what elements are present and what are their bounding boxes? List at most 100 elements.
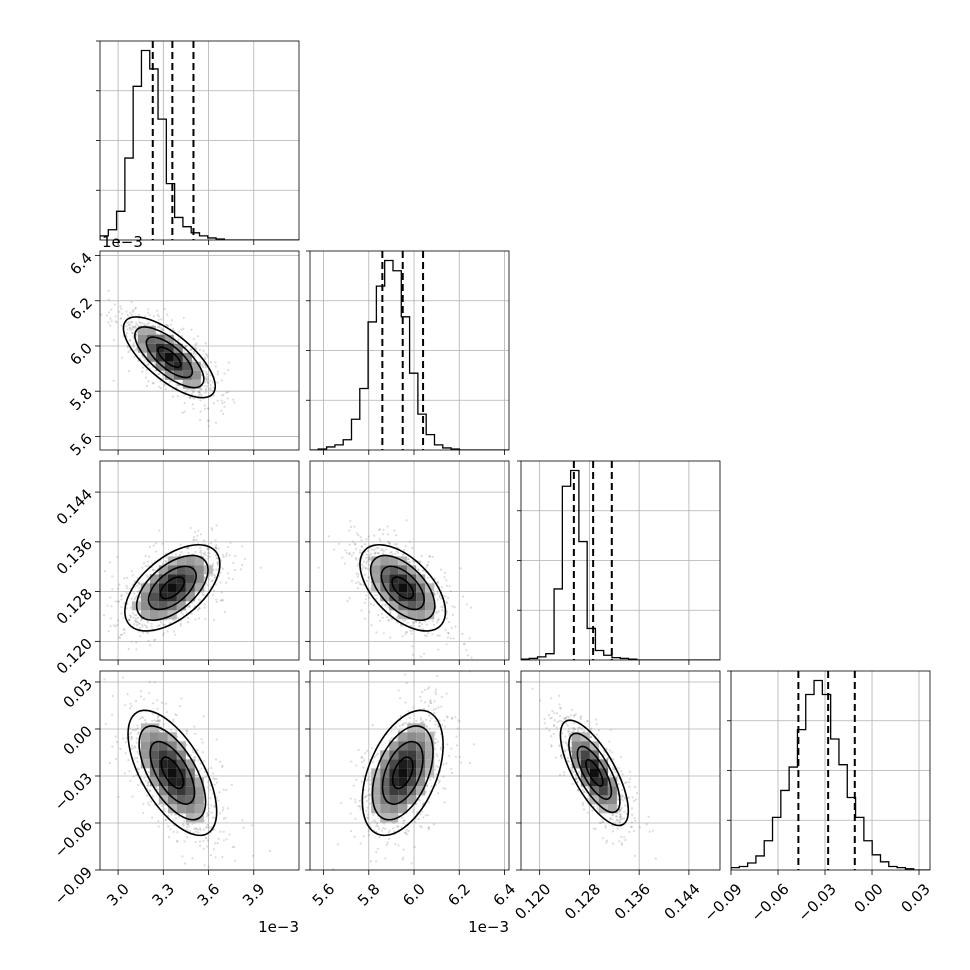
sample-point (367, 563, 370, 566)
sample-point (152, 702, 155, 705)
sample-point (364, 543, 367, 546)
sample-point (191, 857, 194, 860)
sample-point (623, 817, 626, 820)
sample-point (367, 576, 370, 579)
sample-point (424, 790, 428, 793)
density-cell (371, 574, 381, 584)
sample-point (452, 637, 455, 640)
sample-point (212, 589, 215, 592)
sample-point (196, 335, 199, 338)
sample-point (207, 865, 210, 868)
density-cell (425, 750, 435, 760)
sample-point (359, 536, 362, 539)
sample-point (365, 580, 369, 583)
sample-point (356, 575, 359, 579)
sample-point (428, 700, 431, 703)
sample-point (451, 716, 454, 719)
sample-point (159, 619, 162, 622)
sample-point (365, 594, 368, 597)
sample-point (193, 397, 196, 400)
sample-point (365, 913, 367, 915)
density-cell (389, 565, 399, 575)
sample-point (195, 347, 198, 350)
sample-point (327, 535, 331, 538)
sample-point (355, 778, 358, 781)
sample-point (116, 600, 120, 603)
sample-point (384, 604, 387, 607)
sample-point (192, 756, 195, 759)
sample-point (206, 839, 210, 842)
density-cell (158, 574, 168, 584)
sample-point (425, 634, 428, 638)
sample-point (118, 310, 121, 313)
sample-point (374, 593, 377, 597)
sample-point (387, 541, 390, 544)
sample-point (206, 584, 209, 587)
sample-point (197, 609, 200, 612)
sample-point (375, 824, 378, 828)
sample-point (217, 837, 220, 840)
contour-level-0 (391, 576, 415, 600)
sample-point (145, 384, 148, 387)
sample-point (204, 618, 207, 621)
sample-point (135, 737, 138, 740)
sample-point (344, 549, 347, 552)
sample-point (217, 561, 220, 564)
sample-point (442, 775, 445, 778)
sample-point (217, 799, 220, 802)
sample-point (132, 775, 135, 778)
sample-point (119, 317, 122, 320)
sample-point (443, 725, 447, 728)
sample-point (204, 407, 207, 410)
sample-point (114, 315, 117, 318)
sample-point (407, 558, 411, 561)
sample-point (434, 707, 437, 710)
sample-point (576, 789, 580, 792)
sample-point (350, 579, 354, 582)
sample-point (125, 325, 128, 328)
sample-point (139, 690, 143, 693)
density-cell (380, 574, 390, 584)
sample-point (369, 825, 372, 828)
sample-point (440, 586, 443, 589)
sample-point (157, 325, 161, 328)
sample-point (427, 687, 430, 690)
sample-point (198, 390, 201, 393)
sample-point (183, 401, 186, 405)
sample-point (111, 713, 114, 716)
sample-point (388, 542, 391, 545)
sample-point (349, 525, 353, 529)
sample-point (128, 326, 132, 330)
sample-point (130, 570, 133, 573)
sample-point (120, 307, 123, 310)
sample-point (419, 655, 422, 658)
sample-point (203, 576, 206, 579)
sample-point (222, 873, 224, 875)
sample-point (131, 574, 134, 577)
sample-point (208, 388, 211, 391)
sample-point (146, 784, 150, 787)
sample-point (424, 724, 427, 728)
sample-point (397, 730, 400, 733)
sample-point (378, 537, 381, 540)
sample-point (222, 393, 225, 396)
sample-point (192, 407, 195, 410)
sample-point (365, 794, 368, 797)
sample-point (451, 771, 454, 775)
sample-point (198, 348, 202, 351)
sample-point (134, 326, 137, 329)
density-cell (176, 777, 186, 787)
sample-point (408, 540, 411, 543)
sample-point (207, 814, 210, 817)
density-cell (149, 759, 159, 769)
sample-point (186, 828, 189, 831)
sample-point (146, 780, 149, 784)
sample-point (342, 871, 344, 873)
sample-point (420, 826, 423, 829)
sample-point (355, 558, 358, 561)
sample-point (127, 370, 131, 373)
sample-point (199, 762, 202, 765)
sample-point (191, 751, 195, 754)
sample-point (103, 570, 106, 573)
sample-point (231, 577, 234, 581)
